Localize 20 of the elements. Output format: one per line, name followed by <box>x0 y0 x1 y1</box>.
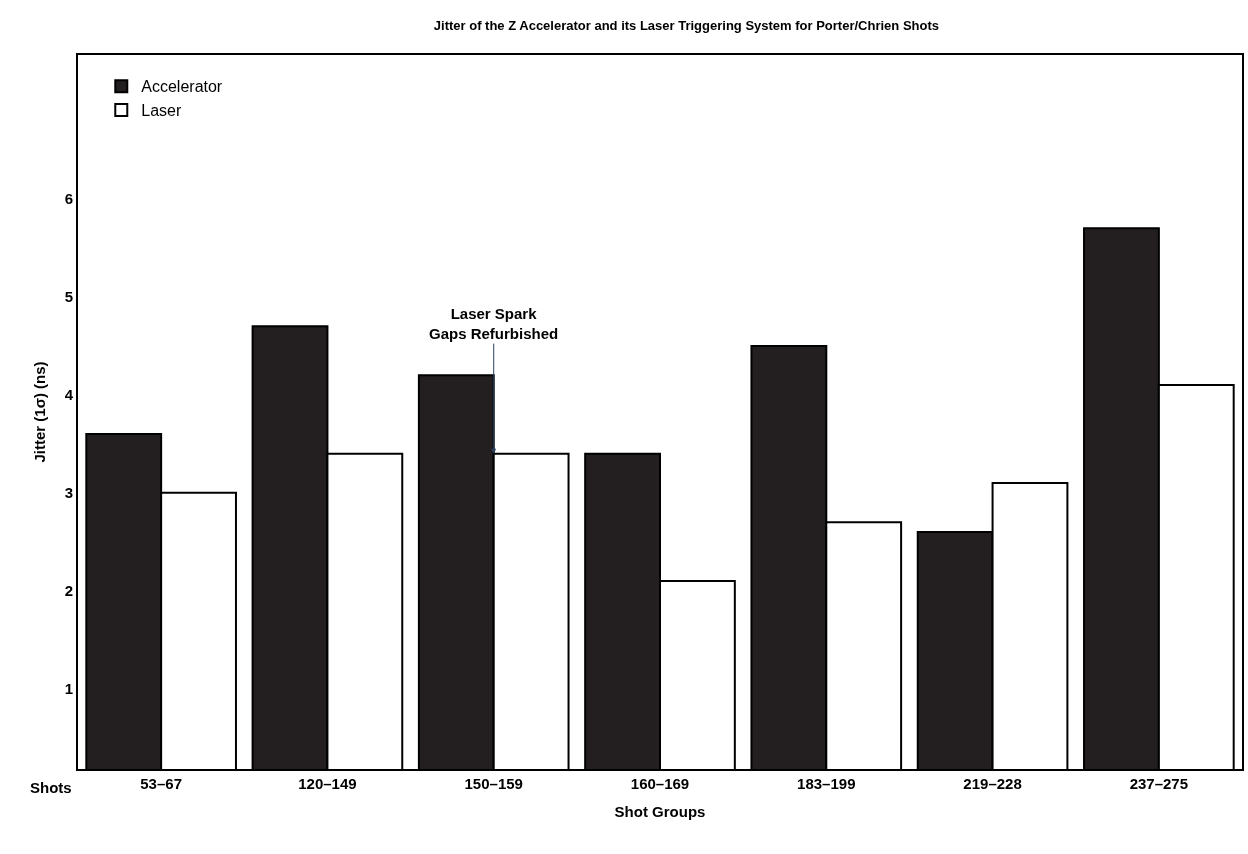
x-tick-label: 237–275 <box>1129 775 1189 792</box>
text: Shots <box>30 779 72 796</box>
y-axis-title: Jitter (1σ) (ns) <box>31 361 49 463</box>
y-tick-label: 3 <box>64 484 73 502</box>
x-tick-label: 183–199 <box>797 775 856 792</box>
x-axis-title: Shot Groups <box>614 802 706 820</box>
y-tick-label: 2 <box>64 581 73 599</box>
y-tick-label: 5 <box>64 288 73 306</box>
x-tick-label: 150–159 <box>464 775 523 792</box>
y-tick-label: 1 <box>64 679 73 697</box>
x-tick-label: 160–169 <box>630 775 690 792</box>
x-tick-label: 53–67 <box>140 775 182 792</box>
x-tick-label: 219–228 <box>963 775 1022 792</box>
y-tick-label: 6 <box>64 190 73 208</box>
chart-title: Jitter of the Z Accelerator and its Laser Triggering System for Porter/Chrien Shots <box>433 18 939 34</box>
y-tick-label: 4 <box>64 386 74 404</box>
legend-label: Laser <box>141 102 182 120</box>
legend-label: Accelerator <box>141 78 223 96</box>
x-tick-label: 120–149 <box>298 775 357 792</box>
annotation: Laser Spark Gaps Refurbished <box>429 305 559 342</box>
